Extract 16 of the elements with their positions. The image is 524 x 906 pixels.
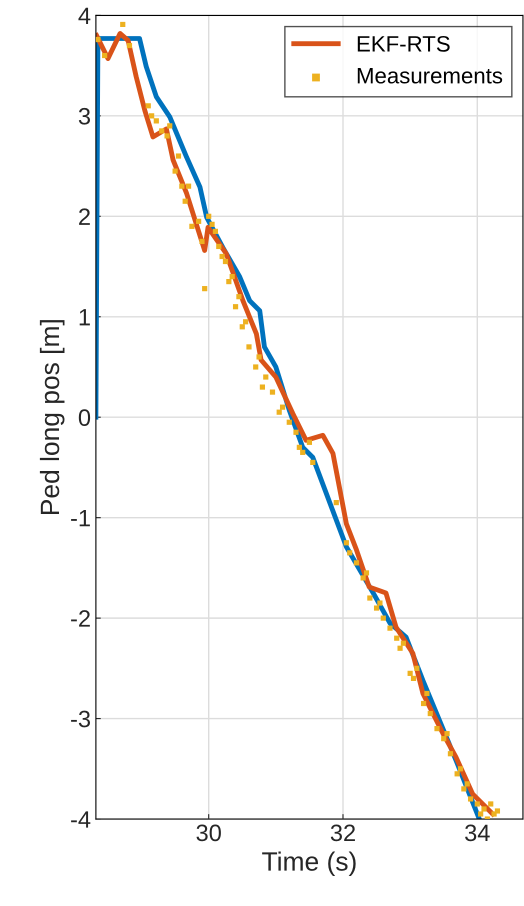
y-axis-title: Ped long pos [m] [40, 320, 64, 514]
y-tick-label: 3 [78, 108, 90, 125]
x-axis-title: Time (s) [262, 851, 356, 876]
y-tick-label: -1 [71, 510, 90, 526]
legend-label: Measurements [358, 68, 502, 84]
legend-label: EKF-RTS [358, 36, 450, 52]
x-tick-label: 30 [196, 824, 221, 842]
x-tick-label: 34 [465, 824, 490, 842]
y-tick-label: -3 [71, 710, 90, 728]
y-tick-label: -4 [71, 811, 90, 828]
y-tick-label: 0 [78, 409, 90, 426]
y-tick-label: 4 [78, 8, 90, 24]
x-tick-label: 32 [330, 824, 355, 842]
y-tick-label: 2 [79, 208, 90, 225]
y-tick-label: 1 [80, 309, 90, 326]
y-tick-label: -2 [71, 610, 90, 627]
